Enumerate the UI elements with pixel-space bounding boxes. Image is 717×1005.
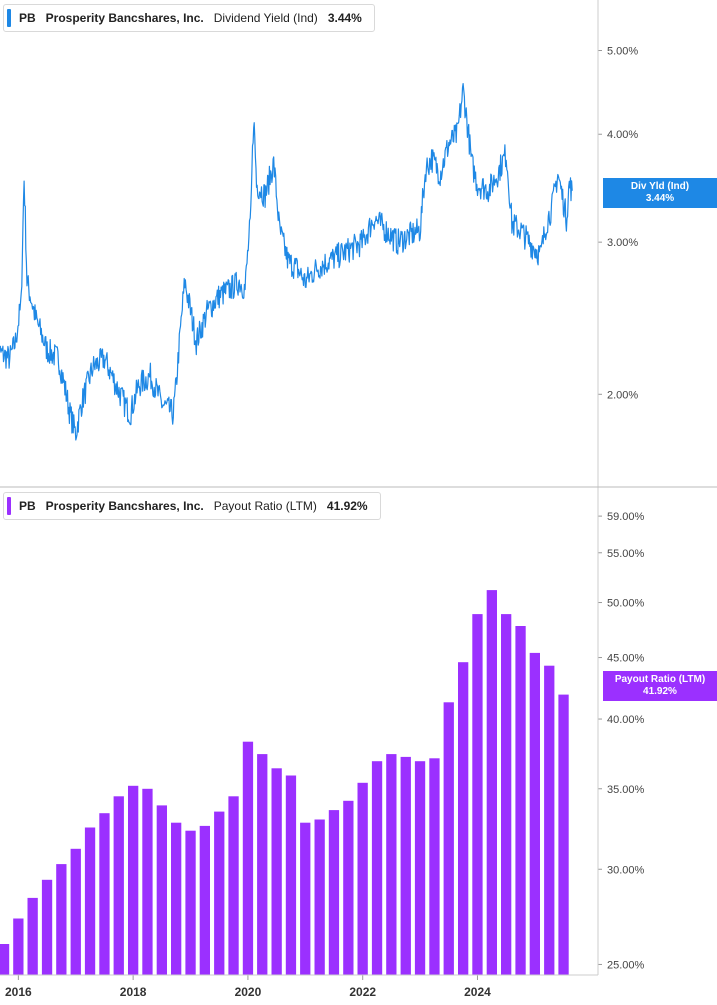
x-tick-label: 2020 bbox=[235, 985, 262, 999]
tag-value: 3.44% bbox=[645, 193, 675, 204]
payout-bar bbox=[156, 805, 167, 975]
payout-bar bbox=[13, 918, 24, 975]
payout-bar bbox=[371, 761, 383, 975]
y-tick-label: 2.00% bbox=[607, 389, 638, 401]
payout-bar bbox=[70, 848, 81, 975]
dividend-yield-series bbox=[0, 82, 573, 441]
y-tick-label: 55.00% bbox=[607, 548, 645, 560]
payout-bar bbox=[285, 775, 297, 975]
payout-bar bbox=[357, 782, 368, 975]
payout-ratio-tag: Payout Ratio (LTM) 41.92% bbox=[603, 671, 717, 701]
payout-bar bbox=[529, 652, 540, 975]
payout-bar bbox=[0, 944, 10, 975]
payout-bar bbox=[314, 819, 325, 975]
payout-bar bbox=[56, 864, 67, 975]
x-tick-label: 2016 bbox=[5, 985, 32, 999]
payout-bar bbox=[41, 879, 53, 975]
payout-bar bbox=[199, 825, 210, 975]
payout-bar bbox=[515, 626, 526, 975]
payout-bar bbox=[27, 897, 38, 975]
tag-label: Payout Ratio (LTM) bbox=[614, 674, 706, 685]
legend-value: 3.44% bbox=[327, 11, 362, 25]
y-tick-label: 35.00% bbox=[607, 784, 645, 796]
payout-bar bbox=[171, 822, 182, 975]
legend-ticker: PB bbox=[19, 11, 36, 25]
y-tick-label: 59.00% bbox=[607, 511, 645, 523]
payout-bar bbox=[400, 756, 411, 975]
payout-bar bbox=[501, 614, 512, 975]
x-tick-label: 2022 bbox=[349, 985, 376, 999]
dividend-yield-tag: Div Yld (Ind) 3.44% bbox=[603, 178, 717, 208]
y-tick-label: 30.00% bbox=[607, 864, 645, 876]
bottom-legend[interactable]: PB Prosperity Bancshares, Inc. Payout Ra… bbox=[3, 492, 381, 520]
series-color-swatch bbox=[7, 497, 11, 515]
y-tick-label: 25.00% bbox=[607, 959, 645, 971]
y-tick-label: 40.00% bbox=[607, 714, 645, 726]
payout-bar bbox=[472, 614, 483, 975]
y-tick-label: 4.00% bbox=[607, 129, 638, 141]
tag-label: Div Yld (Ind) bbox=[630, 181, 690, 192]
payout-bar bbox=[228, 796, 239, 975]
bottom-y-axis: 59.00% 55.00% 50.00% 45.00% 40.00% 35.00% 30.0… bbox=[598, 511, 645, 971]
payout-bar bbox=[257, 754, 268, 975]
payout-bar bbox=[343, 800, 354, 975]
payout-bar bbox=[128, 785, 139, 975]
payout-bar bbox=[486, 590, 497, 975]
payout-bar bbox=[414, 761, 426, 975]
legend-ticker: PB bbox=[19, 499, 36, 513]
payout-bar bbox=[271, 768, 282, 975]
tag-value: 41.92% bbox=[643, 686, 677, 697]
payout-bar bbox=[84, 827, 96, 975]
payout-bar bbox=[99, 813, 110, 975]
dividend-yield-line bbox=[0, 82, 573, 441]
y-tick-label: 50.00% bbox=[607, 598, 645, 610]
series-color-swatch bbox=[7, 9, 11, 27]
x-axis: 2016 2018 2020 2022 2024 bbox=[5, 975, 491, 999]
payout-bar bbox=[544, 665, 555, 975]
payout-bar bbox=[429, 758, 440, 975]
top-legend[interactable]: PB Prosperity Bancshares, Inc. Dividend … bbox=[3, 4, 375, 32]
x-tick-label: 2018 bbox=[120, 985, 147, 999]
payout-bar bbox=[113, 796, 124, 975]
legend-metric: Dividend Yield (Ind) bbox=[213, 11, 318, 25]
x-tick-label: 2024 bbox=[464, 985, 491, 999]
payout-bar bbox=[242, 741, 254, 975]
payout-bar bbox=[142, 788, 153, 975]
y-tick-label: 45.00% bbox=[607, 653, 645, 665]
payout-bar bbox=[386, 754, 397, 975]
top-y-axis: 5.00% 4.00% 3.00% 2.00% bbox=[598, 46, 638, 401]
legend-company: Prosperity Bancshares, Inc. bbox=[45, 499, 204, 513]
payout-bar bbox=[300, 822, 311, 975]
y-tick-label: 3.00% bbox=[607, 237, 638, 249]
payout-bar bbox=[185, 830, 196, 975]
legend-metric: Payout Ratio (LTM) bbox=[213, 499, 317, 513]
payout-ratio-bars bbox=[0, 590, 569, 975]
payout-bar bbox=[558, 694, 569, 975]
payout-bar bbox=[328, 810, 340, 975]
payout-bar bbox=[214, 811, 225, 975]
legend-company: Prosperity Bancshares, Inc. bbox=[45, 11, 204, 25]
legend-value: 41.92% bbox=[326, 499, 368, 513]
payout-bar bbox=[443, 702, 454, 975]
payout-bar bbox=[458, 662, 469, 975]
y-tick-label: 5.00% bbox=[607, 46, 638, 58]
